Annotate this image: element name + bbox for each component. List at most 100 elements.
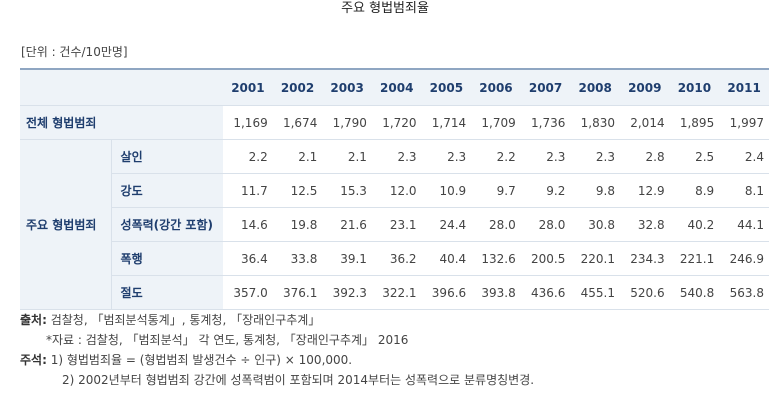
cell-value: 1,674 [272,105,323,140]
cell-value: 2.2 [223,139,273,174]
cell-value: 2.1 [322,139,372,174]
cell-value: 1,720 [371,105,422,140]
cell-value: 436.6 [520,275,571,310]
cell-value: 393.8 [471,275,521,310]
cell-value: 19.8 [272,207,323,242]
source-label: 출처: [20,313,47,327]
year-header: 2002 [272,68,323,106]
cell-value: 40.2 [669,207,720,242]
year-header: 2007 [520,68,571,106]
cell-value: 33.8 [272,241,323,276]
table-row: 주요 형법범죄 살인 2.2 2.1 2.1 2.3 2.3 2.2 2.3 2… [20,139,769,310]
cell-value: 1,895 [669,105,720,140]
row-label: 살인 [111,139,224,174]
cell-value: 392.3 [322,275,372,310]
cell-value: 11.7 [223,173,273,208]
cell-value: 1,830 [570,105,620,140]
cell-value: 10.9 [421,173,472,208]
cell-value: 28.0 [471,207,521,242]
cell-value: 9.2 [520,173,571,208]
cell-value: 14.6 [223,207,273,242]
cell-value: 12.9 [619,173,670,208]
source-line: 출처: 검찰청, 「범죄분석통계」, 통계청, 「장래인구추계」 [20,310,765,330]
year-header: 2008 [570,68,620,106]
cell-value: 9.8 [570,173,620,208]
remark-line: 주석: 1) 형법범죄율 = (형법범죄 발생건수 ÷ 인구) × 100,00… [20,350,765,370]
cell-value: 12.5 [272,173,323,208]
remark-text-1: 1) 형법범죄율 = (형법범죄 발생건수 ÷ 인구) × 100,000. [46,353,353,367]
cell-value: 21.6 [322,207,372,242]
cell-value: 2.3 [371,139,422,174]
cell-value: 9.7 [471,173,521,208]
unit-label: [단위 : 건수/10만명] [21,45,128,59]
header-corner [20,68,224,106]
cell-value: 32.8 [619,207,670,242]
row-label: 강도 [111,173,224,208]
cell-value: 2.3 [570,139,620,174]
year-header: 2006 [471,68,521,106]
cell-value: 36.4 [223,241,273,276]
group-label: 주요 형법범죄 [20,139,112,310]
cell-value: 357.0 [223,275,273,310]
header-row: 2001 2002 2003 2004 2005 2006 2007 2008 … [20,68,769,106]
remark-text-2: 2) 2002년부터 형법범죄 강간에 성폭력범이 포함되며 2014부터는 성… [62,373,535,387]
cell-value: 234.3 [619,241,670,276]
row-label: 전체 형법범죄 [20,105,224,140]
table-row: 전체 형법범죄 1,169 1,674 1,790 1,720 1,714 1,… [20,105,769,140]
cell-value: 2.5 [669,139,720,174]
page-title: 주요 형법범죄율 [341,1,429,16]
cell-value: 2.2 [471,139,521,174]
cell-value: 2.3 [421,139,472,174]
row-label: 성폭력(강간 포함) [111,207,224,242]
notes-section: 출처: 검찰청, 「범죄분석통계」, 통계청, 「장래인구추계」 *자료 : 검… [20,310,765,390]
cell-value: 8.9 [669,173,720,208]
cell-value: 540.8 [669,275,720,310]
cell-value: 221.1 [669,241,720,276]
cell-value: 1,714 [421,105,472,140]
year-header: 2010 [669,68,720,106]
cell-value: 455.1 [570,275,620,310]
cell-value: 2.1 [272,139,323,174]
cell-value: 246.9 [719,241,769,276]
cell-value: 8.1 [719,173,769,208]
cell-value: 36.2 [371,241,422,276]
table-row: 성폭력(강간 포함) 14.6 19.8 21.6 23.1 24.4 28.0… [20,207,769,242]
year-header: 2009 [619,68,670,106]
cell-value: 2,014 [619,105,670,140]
cell-value: 24.4 [421,207,472,242]
cell-value: 12.0 [371,173,422,208]
cell-value: 1,169 [223,105,273,140]
cell-value: 44.1 [719,207,769,242]
cell-value: 563.8 [719,275,769,310]
cell-value: 200.5 [520,241,571,276]
cell-value: 2.3 [520,139,571,174]
cell-value: 220.1 [570,241,620,276]
remark-label: 주석: [20,353,47,367]
cell-value: 376.1 [272,275,323,310]
table-row: 절도 357.0 376.1 392.3 322.1 396.6 393.8 4… [20,275,769,310]
row-label: 폭행 [111,241,224,276]
year-header: 2004 [371,68,422,106]
cell-value: 23.1 [371,207,422,242]
cell-value: 396.6 [421,275,472,310]
cell-value: 40.4 [421,241,472,276]
year-header: 2003 [322,68,372,106]
year-header: 2001 [223,68,273,106]
cell-value: 2.4 [719,139,769,174]
cell-value: 520.6 [619,275,670,310]
cell-value: 1,997 [719,105,769,140]
data-source-line: *자료 : 검찰청, 「범죄분석」 각 연도, 통계청, 「장래인구추계」 20… [46,333,409,347]
year-header: 2005 [421,68,472,106]
cell-value: 2.8 [619,139,670,174]
cell-value: 1,709 [471,105,521,140]
crime-rate-table: 2001 2002 2003 2004 2005 2006 2007 2008 … [20,68,769,310]
cell-value: 322.1 [371,275,422,310]
table-row: 강도 11.7 12.5 15.3 12.0 10.9 9.7 9.2 9.8 … [20,173,769,208]
cell-value: 1,736 [520,105,571,140]
year-header: 2011 [719,68,769,106]
cell-value: 1,790 [322,105,372,140]
cell-value: 15.3 [322,173,372,208]
cell-value: 39.1 [322,241,372,276]
table-row: 폭행 36.4 33.8 39.1 36.2 40.4 132.6 200.5 … [20,241,769,276]
cell-value: 30.8 [570,207,620,242]
